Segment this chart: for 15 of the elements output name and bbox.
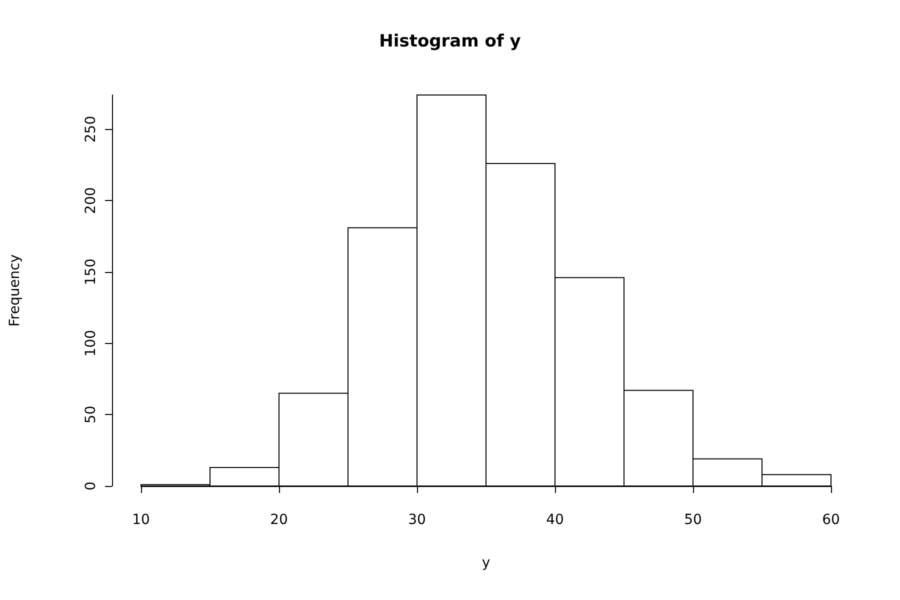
y-tick-label: 50 <box>83 406 99 424</box>
y-tick-label: 100 <box>83 330 99 357</box>
y-tick-label: 200 <box>83 187 99 214</box>
y-axis-title: Frequency <box>7 254 23 327</box>
y-tick-label: 150 <box>83 258 99 286</box>
y-tick-label: 0 <box>83 482 99 490</box>
chart-title: Histogram of y <box>379 32 521 52</box>
x-tick-label: 10 <box>132 512 150 528</box>
x-tick-label: 40 <box>546 512 564 528</box>
x-tick-label: 60 <box>822 512 840 528</box>
x-axis-title: y <box>482 555 490 571</box>
x-tick-label: 20 <box>270 512 288 528</box>
x-tick-label: 50 <box>684 512 702 528</box>
y-tick-label: 250 <box>83 116 99 143</box>
x-tick-label: 30 <box>408 512 426 528</box>
